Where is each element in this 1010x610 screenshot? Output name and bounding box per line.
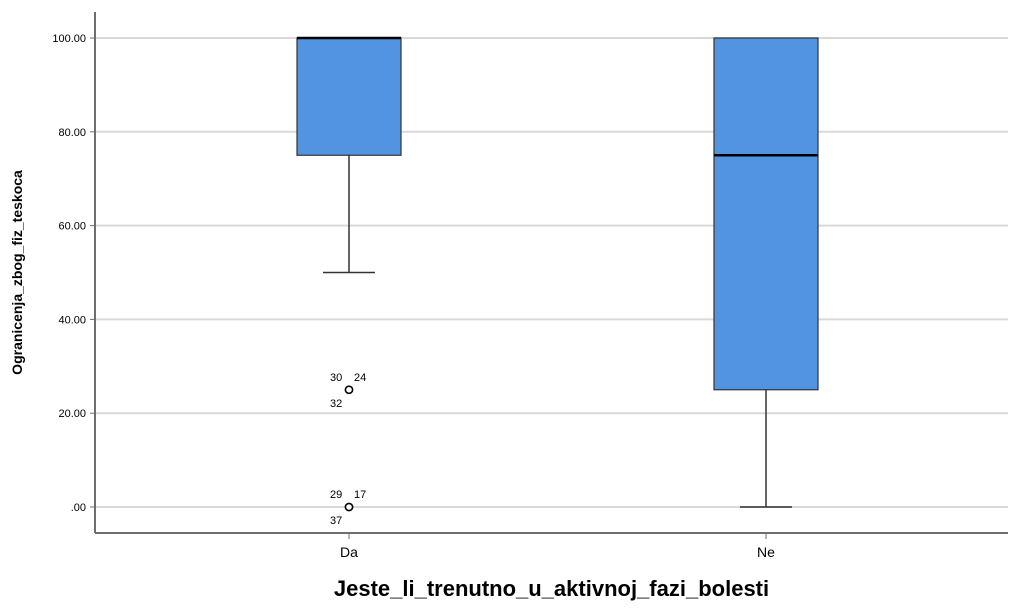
outlier-case-label: 32 [330,398,342,410]
outlier-case-label: 29 [330,489,342,501]
iqr-box [713,37,819,391]
y-tick-label: .00 [71,502,86,514]
outlier-case-label: 30 [330,372,342,384]
y-tick-label: 100.00 [52,33,86,45]
outlier-case-label: 17 [354,489,366,501]
outlier-marker [344,502,354,512]
iqr-box [296,37,402,156]
y-tick-label: 40.00 [58,314,86,326]
x-axis-label: Jeste_li_trenutno_u_aktivnoj_fazi_bolest… [334,576,769,601]
x-category-label: Da [340,544,358,560]
gridlines [95,37,1008,508]
y-tick-label: 20.00 [58,408,86,420]
y-tick-label: 80.00 [58,127,86,139]
outlier-case-label: 37 [330,515,342,527]
y-tick-label: 60.00 [58,221,86,233]
x-axis-categories: Da Ne [340,533,775,560]
box-ne [713,37,819,508]
y-axis-label: Ogranicenja_zbog_fiz_teskoca [9,170,25,375]
outlier-marker [344,385,354,395]
x-category-label: Ne [757,544,775,560]
outlier-case-label: 24 [354,372,366,384]
boxes: 30 24 32 29 17 37 [296,36,819,527]
y-axis-ticks: .00 20.00 40.00 60.00 80.00 100.00 [52,33,95,514]
box-da: 30 24 32 29 17 37 [296,36,402,527]
